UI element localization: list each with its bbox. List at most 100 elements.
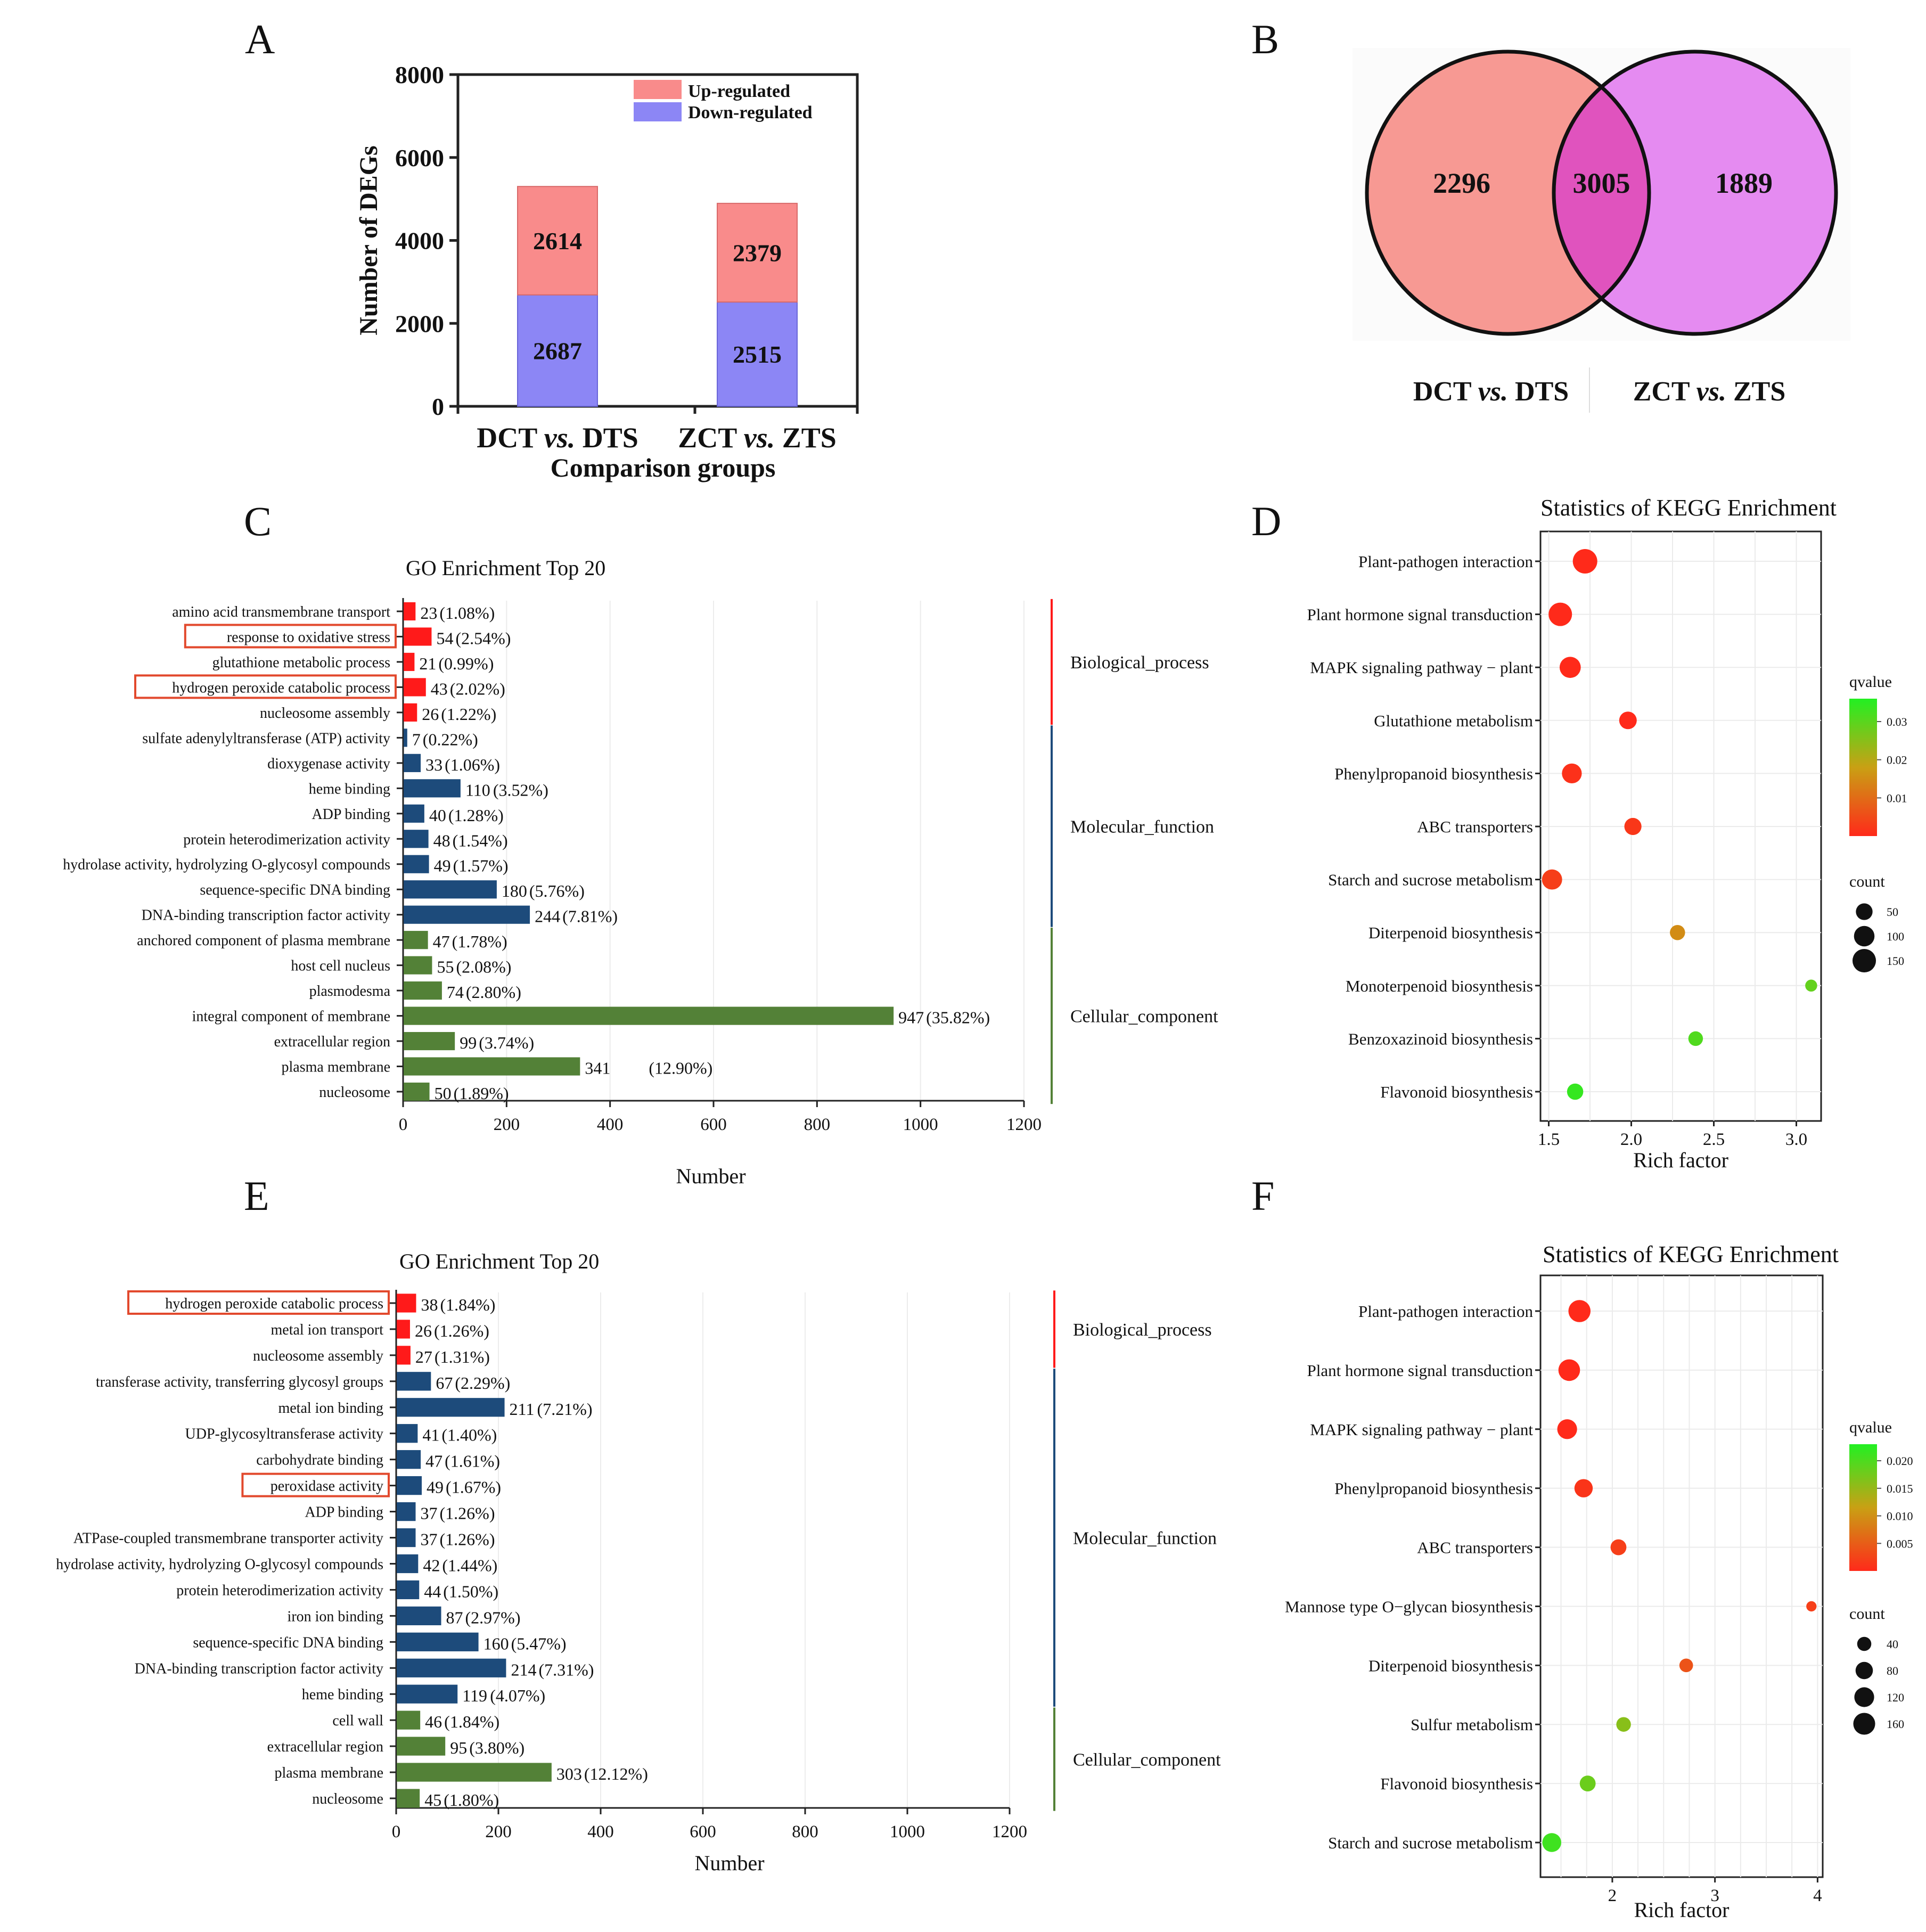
venn-count-right: 1889	[1715, 167, 1773, 199]
bar-percent-label: (12.90%)	[649, 1059, 712, 1078]
bar-percent-label: (1.26%)	[440, 1504, 495, 1523]
bar-up-regulated	[717, 202, 798, 303]
panel-f-kegg-bubble-chart: Statistics of KEGG Enrichment Plant-patho…	[1285, 1241, 1913, 1922]
bar-percent-label: (1.44%)	[442, 1556, 497, 1575]
term-label: ADP binding	[305, 1504, 383, 1521]
bar-value-label: 180	[502, 881, 527, 900]
bar-go-term	[404, 1082, 430, 1101]
x-category-label-part: DTS	[575, 422, 638, 454]
bar-value-label: 23	[420, 603, 437, 623]
bar-go-term	[404, 703, 417, 722]
term-label: DNA-binding transcription factor activit…	[142, 907, 390, 924]
chart-title: GO Enrichment Top 20	[406, 556, 605, 580]
panel-d-kegg-bubble-chart: Statistics of KEGG Enrichment Plant-patho…	[1307, 495, 1907, 1172]
bar-label-up: 2379	[733, 240, 782, 267]
pathway-label: Mannose type O−glycan biosynthesis	[1285, 1597, 1533, 1616]
colorbar-tick-label: 0.005	[1887, 1537, 1913, 1550]
group-label: Molecular_function	[1070, 817, 1214, 837]
y-tick-label: 8000	[395, 61, 444, 88]
term-label: host cell nucleus	[291, 958, 390, 975]
bar-go-term	[397, 1372, 431, 1391]
pathway-label: Flavonoid biosynthesis	[1380, 1083, 1533, 1101]
bar-percent-label: (2.97%)	[465, 1608, 521, 1627]
bubble	[1572, 549, 1597, 574]
bar-go-term	[397, 1763, 552, 1782]
x-axis-label: Number	[676, 1164, 745, 1188]
bubble	[1557, 1419, 1577, 1439]
bar-value-label: 50	[435, 1084, 452, 1103]
bar-go-term	[404, 652, 415, 672]
highlight-box	[134, 674, 397, 699]
bar-value-label: 37	[421, 1530, 438, 1549]
x-axis-label: Rich factor	[1634, 1898, 1730, 1922]
bar-go-term	[397, 1528, 416, 1548]
x-tick-label: 3	[1710, 1886, 1719, 1905]
bar-go-term	[397, 1710, 421, 1730]
bar-value-label: 40	[429, 806, 446, 825]
venn-count-overlap: 3005	[1573, 167, 1630, 199]
group-label: Cellular_component	[1073, 1750, 1221, 1770]
colorbar-tick-label: 0.01	[1887, 791, 1907, 805]
bar-percent-label: (1.84%)	[444, 1712, 499, 1731]
x-category-label-part: ZCT	[678, 422, 744, 454]
bubble	[1806, 1601, 1817, 1612]
term-label: hydrogen peroxide catabolic process	[165, 1296, 383, 1312]
bar-value-label: 244	[535, 907, 560, 926]
bar-percent-label: (5.76%)	[529, 881, 585, 900]
venn-count-left: 2296	[1433, 167, 1490, 199]
venn-outline-right	[1552, 50, 1838, 336]
term-label: protein heterodimerization activity	[183, 831, 390, 848]
group-label: Biological_process	[1070, 653, 1209, 673]
panel-letter-d: D	[1251, 498, 1281, 544]
bar-go-term	[397, 1684, 458, 1704]
panel-letter-e: E	[244, 1173, 269, 1219]
x-tick-label: 600	[700, 1115, 727, 1134]
bubble	[1542, 869, 1562, 890]
bar-percent-label: (0.99%)	[438, 654, 494, 673]
term-label: ADP binding	[312, 806, 390, 823]
pathway-label: ABC transporters	[1417, 1538, 1533, 1557]
count-legend-label: 160	[1887, 1717, 1904, 1731]
bar-percent-label: (1.78%)	[452, 932, 507, 951]
bar-value-label: 48	[433, 831, 450, 850]
x-tick-label: 4	[1813, 1886, 1822, 1905]
term-label: nucleosome	[312, 1791, 383, 1807]
bar-percent-label: (1.40%)	[441, 1426, 497, 1445]
bubble	[1610, 1539, 1627, 1556]
term-label: amino acid transmembrane transport	[172, 604, 390, 620]
pathway-label: Starch and sucrose metabolism	[1328, 1833, 1533, 1852]
colorbar-tick-label: 0.03	[1887, 715, 1907, 728]
bar-percent-label: (1.26%)	[440, 1530, 495, 1549]
bar-go-term	[404, 804, 424, 823]
x-tick-label: 800	[792, 1822, 818, 1841]
bar-go-term	[397, 1632, 479, 1651]
bubble	[1670, 924, 1685, 940]
count-legend-dot	[1856, 903, 1873, 920]
bar-go-term	[404, 754, 421, 772]
colorbar-tick-label: 0.020	[1887, 1454, 1913, 1468]
term-label: transferase activity, transferring glyco…	[96, 1374, 383, 1390]
term-label: integral component of membrane	[192, 1009, 390, 1025]
bar-percent-label: (1.80%)	[444, 1790, 499, 1810]
x-tick-label: 200	[494, 1115, 520, 1134]
x-category-label-part: vs.	[544, 422, 575, 454]
x-category-label: DCT vs. DTS	[477, 422, 638, 454]
bar-value-label: 43	[431, 679, 448, 698]
x-tick-label: 0	[399, 1115, 408, 1134]
qvalue-colorbar	[1849, 699, 1877, 836]
x-tick-label: 800	[804, 1115, 831, 1134]
bar-percent-label: (7.81%)	[562, 907, 618, 926]
bar-percent-label: (0.22%)	[423, 730, 478, 749]
bar-go-term	[397, 1789, 420, 1808]
bar-go-term	[397, 1658, 506, 1677]
legend-swatch-up	[634, 80, 682, 99]
bubble	[1574, 1479, 1593, 1497]
bubble	[1568, 1300, 1591, 1322]
bar-percent-label: (2.54%)	[455, 628, 511, 648]
bar-value-label: 95	[450, 1738, 467, 1757]
bubble	[1562, 763, 1582, 784]
chart-title: Statistics of KEGG Enrichment	[1540, 495, 1837, 521]
count-legend-title: count	[1849, 1605, 1885, 1623]
x-tick-label: 200	[485, 1822, 512, 1841]
